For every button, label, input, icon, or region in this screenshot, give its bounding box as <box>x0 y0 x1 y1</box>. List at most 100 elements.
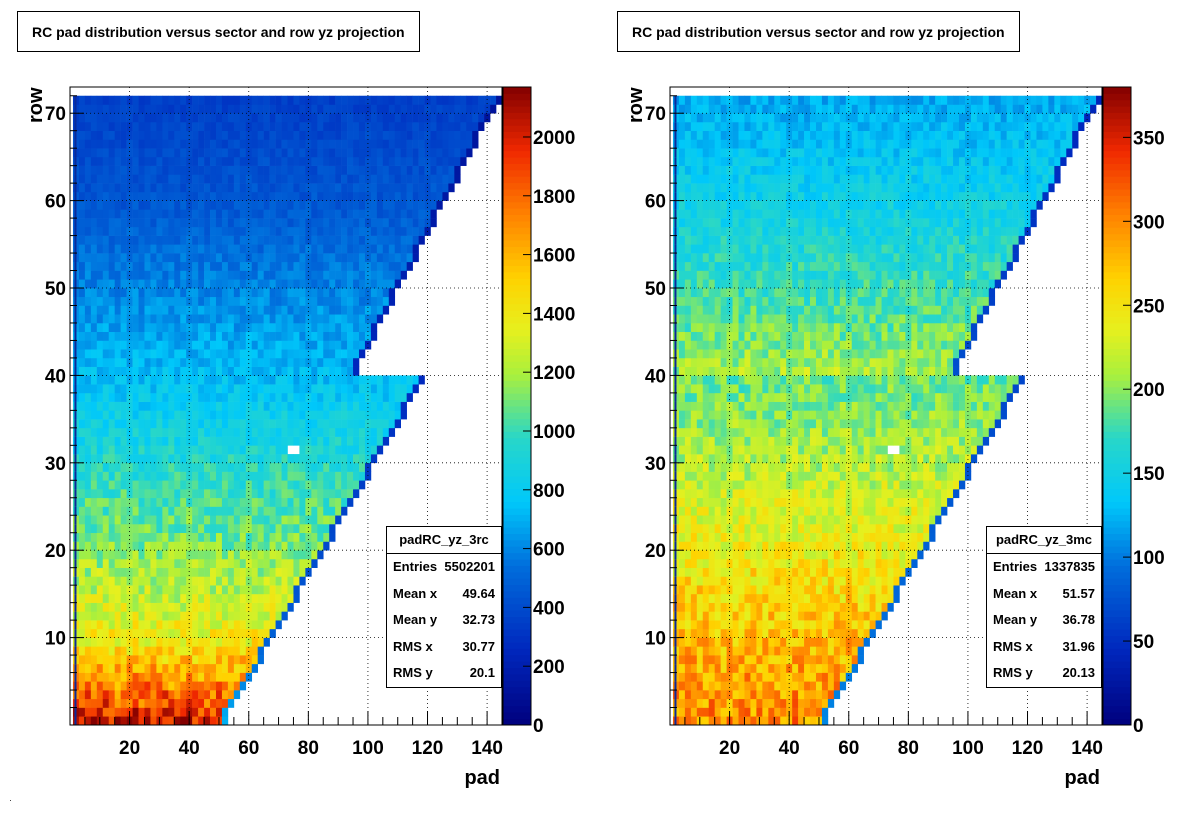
heatmap-cell <box>239 663 247 673</box>
colorbar-segment <box>503 399 531 407</box>
heatmap-cell <box>263 200 270 210</box>
heatmap-cell <box>180 235 187 245</box>
heatmap-cell <box>239 165 247 175</box>
heatmap-cell <box>815 532 823 542</box>
heatmap-cell <box>132 296 139 306</box>
heatmap-cell <box>90 375 98 385</box>
heatmap-cell <box>275 489 282 499</box>
heatmap-cell <box>732 611 739 621</box>
heatmap-cell <box>102 130 110 140</box>
heatmap-cell <box>156 253 163 263</box>
heatmap-cell <box>186 427 193 437</box>
heatmap-cell <box>738 523 745 534</box>
colorbar-segment <box>503 380 531 388</box>
heatmap-cell <box>156 532 163 542</box>
heatmap-cell <box>168 462 175 472</box>
heatmap-cell <box>341 261 348 271</box>
heatmap-cell <box>263 349 270 359</box>
heatmap-cell <box>215 357 223 367</box>
heatmap-cell <box>460 95 467 105</box>
heatmap-cell <box>412 218 419 228</box>
heatmap-cell <box>347 419 354 429</box>
heatmap-cell <box>108 392 115 402</box>
heatmap-cell <box>370 165 378 175</box>
heatmap-cell <box>382 104 390 114</box>
heatmap-cell <box>708 663 715 673</box>
heatmap-cell <box>263 558 270 568</box>
heatmap-cell <box>84 148 92 158</box>
heatmap-cell <box>821 716 829 726</box>
heatmap-cell <box>810 707 817 717</box>
heatmap-cell <box>287 523 294 534</box>
heatmap-cell <box>144 340 151 350</box>
heatmap-cell <box>376 401 384 411</box>
heatmap-cell <box>911 489 918 499</box>
heatmap-cell <box>150 698 157 708</box>
heatmap-cell <box>281 410 288 420</box>
heatmap-cell <box>251 419 258 429</box>
heatmap-cell <box>114 541 121 551</box>
heatmap-cell <box>299 401 306 411</box>
heatmap-cell <box>347 200 354 210</box>
heatmap-cell <box>708 637 715 647</box>
heatmap-cell <box>150 541 157 551</box>
heatmap-cell <box>120 523 127 534</box>
heatmap-cell <box>210 637 217 647</box>
heatmap-cell <box>311 183 318 193</box>
heatmap-cell <box>269 366 276 376</box>
heatmap-cell <box>732 567 739 577</box>
heatmap-cell <box>821 523 829 534</box>
heatmap-cell <box>120 270 127 280</box>
heatmap-cell <box>138 663 145 673</box>
heatmap-cell <box>305 541 312 551</box>
heatmap-cell <box>323 148 330 158</box>
heatmap-cell <box>869 532 876 542</box>
heatmap-cell <box>287 401 294 411</box>
heatmap-cell <box>78 576 86 586</box>
heatmap-cell <box>210 200 217 210</box>
heatmap-cell <box>750 611 757 621</box>
heatmap-cell <box>394 270 401 280</box>
heatmap-cell <box>144 261 151 271</box>
heatmap-cell <box>394 410 401 420</box>
heatmap-cell <box>774 672 781 682</box>
heatmap-cell <box>762 620 769 630</box>
heatmap-cell <box>120 655 127 665</box>
colorbar-segment <box>503 316 531 324</box>
heatmap-cell <box>210 95 217 105</box>
heatmap-cell <box>221 340 229 350</box>
heatmap-cell <box>774 681 781 691</box>
heatmap-cell <box>364 331 372 341</box>
heatmap-cell <box>174 305 181 315</box>
heatmap-cell <box>696 690 704 700</box>
heatmap-cell <box>756 602 763 612</box>
heatmap-cell <box>293 148 300 158</box>
heatmap-cell <box>424 200 431 210</box>
heatmap-cell <box>150 235 157 245</box>
heatmap-cell <box>305 384 312 394</box>
heatmap-cell <box>317 235 324 245</box>
heatmap-cell <box>186 445 193 455</box>
heatmap-cell <box>490 95 497 105</box>
heatmap-cell <box>696 480 704 490</box>
heatmap-cell <box>370 191 378 201</box>
heatmap-cell <box>108 436 115 446</box>
heatmap-cell <box>90 148 98 158</box>
heatmap-cell <box>358 445 366 455</box>
heatmap-cell <box>347 113 354 123</box>
heatmap-cell <box>245 235 253 245</box>
heatmap-cell <box>358 480 366 490</box>
heatmap-cell <box>305 436 312 446</box>
heatmap-cell <box>114 366 121 376</box>
heatmap-cell <box>702 489 710 499</box>
heatmap-cell <box>678 471 686 481</box>
heatmap-cell <box>833 611 841 621</box>
heatmap-cell <box>376 183 384 193</box>
heatmap-cell <box>90 357 98 367</box>
heatmap-cell <box>690 506 698 516</box>
heatmap-cell <box>192 305 199 315</box>
heatmap-cell <box>180 576 187 586</box>
heatmap-edge-cell <box>74 156 77 166</box>
heatmap-cell <box>804 655 811 665</box>
heatmap-edge-cell <box>74 454 77 464</box>
